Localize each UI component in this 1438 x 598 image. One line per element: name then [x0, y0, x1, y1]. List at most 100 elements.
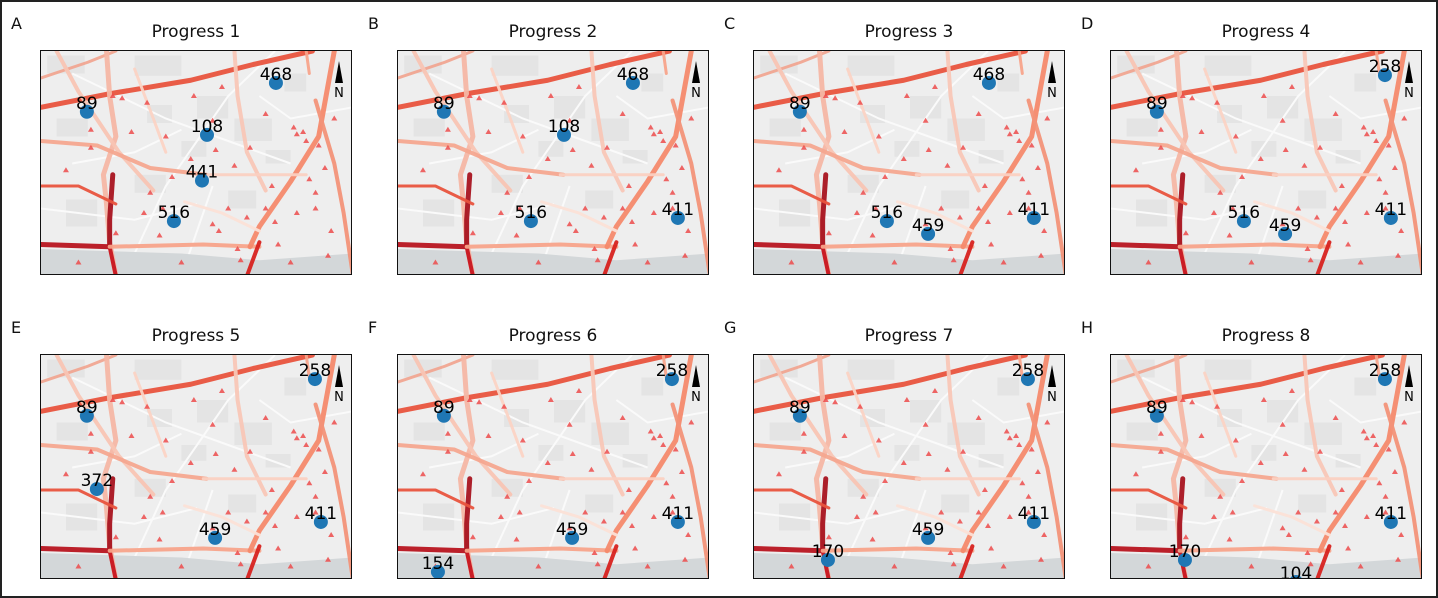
incident-marker	[872, 509, 879, 515]
panel-letter: E	[11, 318, 22, 337]
incident-marker	[825, 230, 832, 236]
station-label: 89	[1146, 398, 1168, 418]
incident-marker	[672, 446, 679, 452]
panel-title: Progress 2	[508, 22, 598, 42]
incident-marker	[1025, 509, 1032, 515]
incident-marker	[1028, 446, 1035, 452]
incident-marker	[212, 451, 219, 456]
incident-marker	[582, 509, 589, 515]
incident-marker	[1288, 388, 1295, 393]
incident-marker	[476, 399, 483, 405]
station-label: 154	[422, 554, 454, 574]
incident-marker	[1304, 550, 1311, 555]
incident-marker	[321, 469, 328, 474]
incident-marker	[209, 421, 216, 427]
panel-title: Progress 8	[1221, 326, 1311, 346]
station-label: 411	[662, 200, 694, 220]
incident-marker	[209, 525, 216, 531]
north-label: N	[1404, 390, 1414, 405]
incident-marker	[1279, 221, 1286, 227]
incident-marker	[1198, 433, 1205, 438]
incident-marker	[775, 471, 782, 477]
incident-marker	[519, 437, 526, 443]
incident-marker	[321, 165, 328, 170]
incident-marker	[156, 536, 163, 542]
incident-marker	[1401, 419, 1408, 425]
incident-marker	[1373, 442, 1380, 447]
incident-marker	[931, 388, 938, 393]
station-label: 258	[1369, 361, 1401, 381]
incident-marker	[1385, 142, 1392, 148]
incident-marker	[800, 144, 807, 150]
incident-marker	[1217, 493, 1224, 499]
station-point	[670, 514, 685, 529]
incident-marker	[87, 430, 94, 436]
incident-marker	[1157, 448, 1164, 454]
station-label: 108	[191, 117, 223, 137]
base-map: N 89 258 516 459 411	[1111, 51, 1421, 274]
station-label: 516	[158, 203, 190, 223]
north-arrow-icon: N	[691, 61, 701, 101]
north-label: N	[1404, 86, 1414, 101]
incident-marker	[788, 563, 795, 569]
incident-marker	[1226, 232, 1233, 238]
station-label: 468	[973, 65, 1005, 85]
station-label: 89	[76, 94, 98, 114]
incident-marker	[1214, 99, 1221, 105]
station-label: 170	[812, 542, 844, 562]
incident-marker	[688, 419, 695, 425]
incident-marker	[1338, 183, 1345, 188]
incident-marker	[657, 129, 664, 134]
station-label: 411	[1375, 200, 1407, 220]
incident-marker	[1239, 174, 1246, 179]
incident-marker	[594, 561, 601, 567]
incident-marker	[869, 232, 876, 238]
station-label: 89	[789, 94, 811, 114]
incident-marker	[325, 252, 332, 258]
incident-marker	[1360, 428, 1367, 434]
incident-marker	[1279, 421, 1286, 427]
incident-marker	[891, 563, 898, 569]
incident-marker	[1217, 189, 1224, 195]
incident-marker	[544, 156, 551, 161]
station-label: 104	[1280, 564, 1312, 579]
incident-marker	[925, 451, 932, 456]
incident-marker	[419, 471, 426, 477]
incident-marker	[1013, 129, 1020, 134]
incident-marker	[225, 205, 232, 211]
incident-marker	[1003, 428, 1010, 434]
station-point	[1383, 210, 1398, 225]
incident-marker	[619, 205, 626, 211]
incident-marker	[190, 93, 197, 98]
incident-marker	[1157, 144, 1164, 150]
incident-marker	[119, 95, 126, 101]
incident-marker	[1373, 138, 1380, 143]
incident-marker	[1189, 399, 1196, 405]
incident-marker	[162, 437, 169, 443]
map-panel: N 89 108 468 516 411	[397, 50, 709, 275]
incident-marker	[547, 93, 554, 98]
incident-marker	[1398, 532, 1405, 537]
incident-marker	[566, 525, 573, 531]
base-map: N 89 258 170 459 411	[754, 355, 1064, 578]
station-label: 441	[186, 163, 218, 183]
incident-marker	[1016, 138, 1023, 143]
incident-marker	[575, 388, 582, 393]
north-arrow-icon: N	[334, 61, 344, 101]
station-point	[166, 214, 181, 229]
incident-marker	[187, 156, 194, 161]
incident-marker	[900, 460, 907, 465]
incident-marker	[650, 435, 657, 441]
incident-marker	[604, 448, 611, 454]
incident-marker	[988, 545, 995, 551]
incident-marker	[1044, 115, 1051, 121]
incident-marker	[1025, 205, 1032, 211]
map-panel: N 89 258 154 459 411	[397, 354, 709, 579]
station-point	[1149, 104, 1164, 119]
incident-marker	[140, 210, 147, 215]
incident-marker	[1304, 246, 1311, 251]
station-point	[921, 530, 936, 545]
station-point	[1377, 68, 1392, 83]
incident-marker	[922, 117, 929, 123]
incident-marker	[159, 205, 166, 211]
